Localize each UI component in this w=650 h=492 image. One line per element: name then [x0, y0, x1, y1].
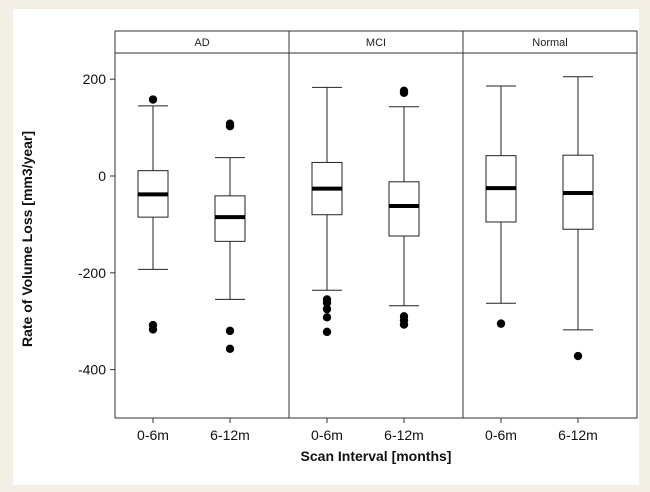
outlier-point	[225, 121, 235, 131]
y-tick-label: 200	[83, 71, 107, 87]
chart-figure: AD MCI Normal 200 0 -200 -400 0-6m 6-12m 0-6m 6-…	[13, 9, 639, 485]
outlier-point	[148, 325, 158, 334]
x-tick-label: 6-12m	[210, 427, 250, 443]
y-tick-label: -200	[78, 265, 106, 281]
outlier-point	[399, 320, 409, 329]
outlier-point	[148, 95, 158, 104]
panel-plot-area	[288, 52, 464, 419]
panel-strip-label: AD	[194, 37, 209, 49]
y-tick-label: -400	[78, 362, 106, 378]
outlier-point	[399, 88, 409, 97]
box-0-6m	[311, 86, 343, 337]
panel-mci: MCI	[288, 30, 464, 419]
panels-layer: AD MCI Normal	[114, 30, 638, 419]
outlier-point	[225, 326, 235, 336]
outlier-point	[322, 313, 332, 322]
box-6-12m	[562, 76, 594, 361]
x-tick-label: 0-6m	[485, 427, 517, 443]
boxplot-chart: AD MCI Normal 200 0 -200 -400 0-6m 6-12m 0-6m 6-…	[19, 30, 638, 464]
outlier-point	[322, 327, 332, 337]
panel-plot-area	[114, 52, 290, 419]
box-0-6m	[137, 95, 169, 334]
x-tick-label: 6-12m	[384, 427, 424, 443]
panel-strip-label: MCI	[366, 37, 386, 49]
box-6-12m	[388, 86, 420, 329]
x-tick-label: 6-12m	[558, 427, 598, 443]
outlier-point	[225, 344, 235, 353]
x-tick-label: 0-6m	[311, 427, 343, 443]
x-axis-title: Scan Interval [months]	[301, 448, 452, 464]
outlier-point	[573, 351, 583, 361]
panel-strip-label: Normal	[532, 37, 567, 49]
panel-normal: Normal	[462, 30, 638, 419]
y-tick-label: 0	[98, 168, 106, 184]
outlier-point	[496, 319, 506, 328]
outlier-point	[322, 298, 332, 308]
iqr-box	[388, 181, 420, 237]
box-0-6m	[485, 85, 517, 328]
panel-plot-area	[462, 52, 638, 419]
box-6-12m	[214, 119, 246, 353]
outlier-point	[322, 304, 332, 314]
x-axis: 0-6m 6-12m 0-6m 6-12m 0-6m 6-12m	[137, 418, 598, 443]
panel-ad: AD	[114, 30, 290, 419]
y-axis: 200 0 -200 -400	[78, 71, 115, 378]
y-axis-title: Rate of Volume Loss [mm3/year]	[19, 131, 35, 347]
x-tick-label: 0-6m	[137, 427, 169, 443]
